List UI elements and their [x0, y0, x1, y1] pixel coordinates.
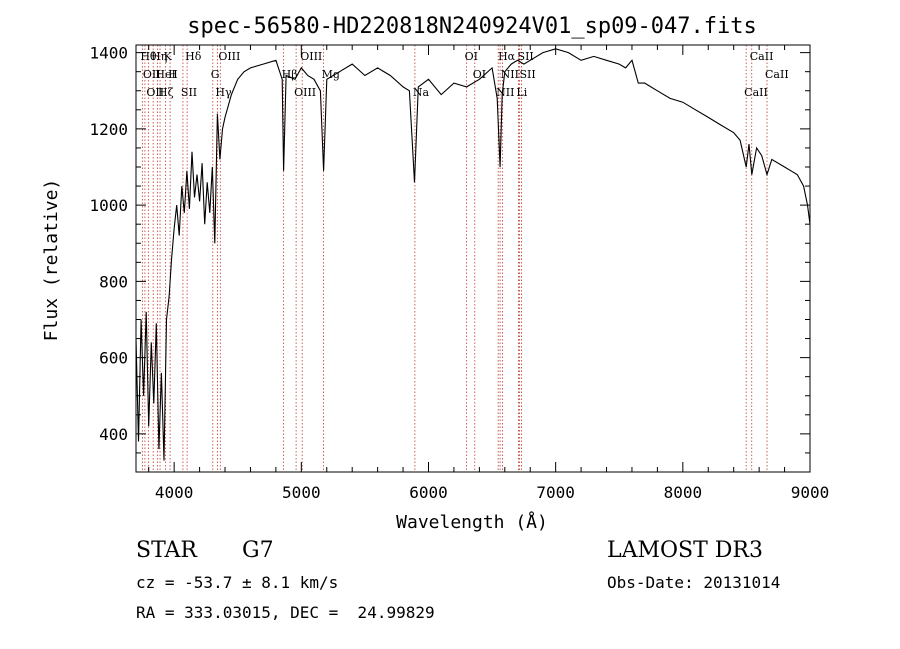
x-tick-label: 7000: [536, 483, 575, 502]
spectral-line-label: OII: [146, 86, 164, 99]
spectral-line-label: OIII: [294, 86, 316, 99]
spectral-line-label: SII: [518, 50, 534, 63]
y-tick-label: 800: [99, 272, 128, 291]
y-axis-label: Flux (relative): [41, 179, 62, 342]
spectral-line-label: Na: [413, 86, 430, 99]
chart-title: spec-56580-HD220818N240924V01_sp09-047.f…: [187, 14, 757, 39]
spectrum-series-line: [135, 48, 811, 461]
spectral-line-label: SII: [181, 86, 197, 99]
x-tick-label: 6000: [409, 483, 448, 502]
spectral-line-label: OIII: [300, 50, 322, 63]
spectral-line-label: Hζ: [158, 86, 174, 99]
y-tick-label: 400: [99, 425, 128, 444]
plot-frame: [135, 44, 811, 473]
spectral-line-label: G: [211, 68, 220, 81]
observation-date: Obs-Date: 20131014: [607, 573, 781, 592]
y-tick-label: 1000: [89, 196, 128, 215]
spectral-line-label: Hδ: [185, 50, 202, 63]
spectral-line-label: K: [164, 50, 173, 63]
spectral-line-label: CaII: [750, 50, 774, 63]
spectral-line-label: Hη: [151, 50, 167, 63]
object-class: STAR: [136, 538, 197, 563]
x-tick-label: 9000: [791, 483, 830, 502]
y-tick-label: 600: [99, 349, 128, 368]
spectral-line-label: H: [168, 68, 178, 81]
redshift-value: cz = -53.7 ± 8.1 km/s: [136, 573, 339, 592]
x-tick-label: 5000: [282, 483, 321, 502]
spectral-line-label: Hγ: [215, 86, 232, 99]
survey-name: LAMOST DR3: [607, 538, 763, 563]
x-tick-label: 8000: [664, 483, 703, 502]
spectral-line-label: OIII: [218, 50, 240, 63]
spectral-line-label: CaII: [744, 86, 768, 99]
spectral-line-label: NII: [501, 68, 519, 81]
y-tick-label: 1400: [89, 44, 128, 63]
spectrum-chart: spec-56580-HD220818N240924V01_sp09-047.f…: [41, 14, 830, 533]
spectral-line-label: NII: [496, 86, 514, 99]
object-subclass: G7: [242, 538, 274, 563]
spectral-line-label: HeI: [155, 68, 175, 81]
spectral-line-label: OI: [465, 50, 478, 63]
spectral-line-label: SII: [519, 68, 535, 81]
y-tick-label: 1200: [89, 120, 128, 139]
spectral-line-labels: HθOIIOIIHηHeIHζKHSIIHδGHγOIIIHβOIIIOIIIM…: [140, 50, 788, 99]
coordinates: RA = 333.03015, DEC = 24.99829: [136, 603, 435, 622]
x-axis: 4000 5000 6000 7000 8000 9000: [148, 45, 830, 502]
spectral-line-label: Li: [516, 86, 527, 99]
spectral-line-label: Hα: [498, 50, 516, 63]
x-tick-label: 4000: [155, 483, 194, 502]
spectral-line-label: OI: [473, 68, 486, 81]
spectral-line-label: Mg: [322, 68, 340, 81]
spectral-line-label: Hθ: [140, 50, 157, 63]
spectral-line-label: OII: [143, 68, 161, 81]
spectral-line-label: CaII: [765, 68, 789, 81]
x-axis-label: Wavelength (Å): [396, 511, 548, 533]
y-axis: 400 600 800 1000 1200 1400: [89, 44, 810, 473]
spectral-line-markers: [141, 45, 768, 472]
